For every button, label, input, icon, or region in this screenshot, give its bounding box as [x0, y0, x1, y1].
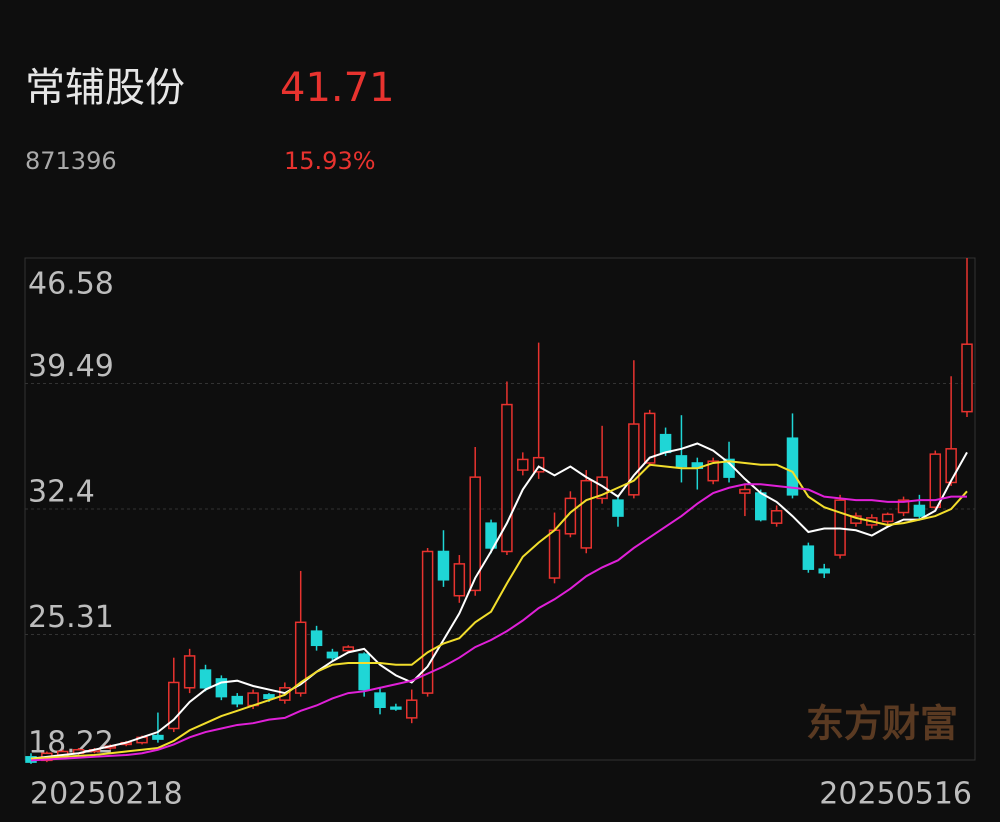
stock-name: 常辅股份: [25, 65, 185, 111]
candle-body: [707, 460, 719, 482]
candle-body: [770, 510, 783, 524]
candle-body: [612, 499, 624, 517]
candle-body: [437, 550, 450, 581]
candle-body: [564, 497, 577, 535]
candle-body: [596, 476, 608, 500]
x-tick-label: 20250516: [819, 777, 972, 812]
candle-body: [532, 456, 545, 473]
candle-body: [168, 681, 180, 730]
candle-body: [517, 458, 529, 471]
candle-body: [263, 694, 275, 700]
candle-body: [818, 568, 830, 574]
candle-body: [453, 563, 466, 597]
moving-average-line: [30, 460, 968, 760]
candle-body: [548, 529, 561, 579]
candle-body: [628, 423, 640, 496]
candle-body: [358, 653, 370, 691]
candle-body: [881, 513, 894, 523]
moving-average-line: [30, 442, 968, 760]
y-tick-label: 25.31: [28, 600, 114, 635]
candle-body: [802, 545, 815, 570]
candle-body: [199, 669, 212, 689]
candle-body: [152, 734, 164, 740]
y-tick-label: 46.58: [28, 267, 114, 302]
y-tick-label: 32.4: [28, 475, 95, 510]
candle-body: [421, 550, 434, 694]
candle-body: [897, 499, 910, 514]
candle-body: [929, 453, 942, 508]
y-tick-label: 39.49: [28, 349, 114, 384]
candle-body: [374, 692, 386, 709]
candle-body: [659, 433, 672, 454]
candle-body: [390, 706, 402, 710]
candle-body: [755, 492, 767, 521]
candle-body: [326, 651, 339, 659]
candle-body: [469, 476, 481, 592]
candle-body: [675, 455, 688, 468]
price-change: 15.93%: [284, 147, 376, 175]
stock-code: 871396: [25, 147, 117, 175]
candle-body: [405, 699, 418, 719]
candle-body: [913, 504, 926, 517]
watermark: 东方财富: [806, 702, 958, 746]
x-tick-label: 20250218: [30, 777, 183, 812]
stock-price: 41.71: [280, 65, 395, 111]
candle-body: [231, 695, 243, 705]
candle-body: [945, 448, 957, 484]
candle-body: [739, 488, 751, 494]
candle-body: [961, 343, 973, 413]
candle-body: [310, 630, 323, 647]
moving-average-line: [30, 483, 967, 762]
candle-body: [215, 678, 228, 698]
candle-body: [643, 412, 656, 464]
candle-body: [580, 479, 593, 549]
candle-body: [342, 646, 355, 652]
candle-body: [183, 655, 196, 689]
candle-body: [294, 621, 307, 694]
candle-body: [485, 522, 497, 549]
candle-body: [501, 403, 513, 553]
candle-body: [786, 437, 799, 496]
